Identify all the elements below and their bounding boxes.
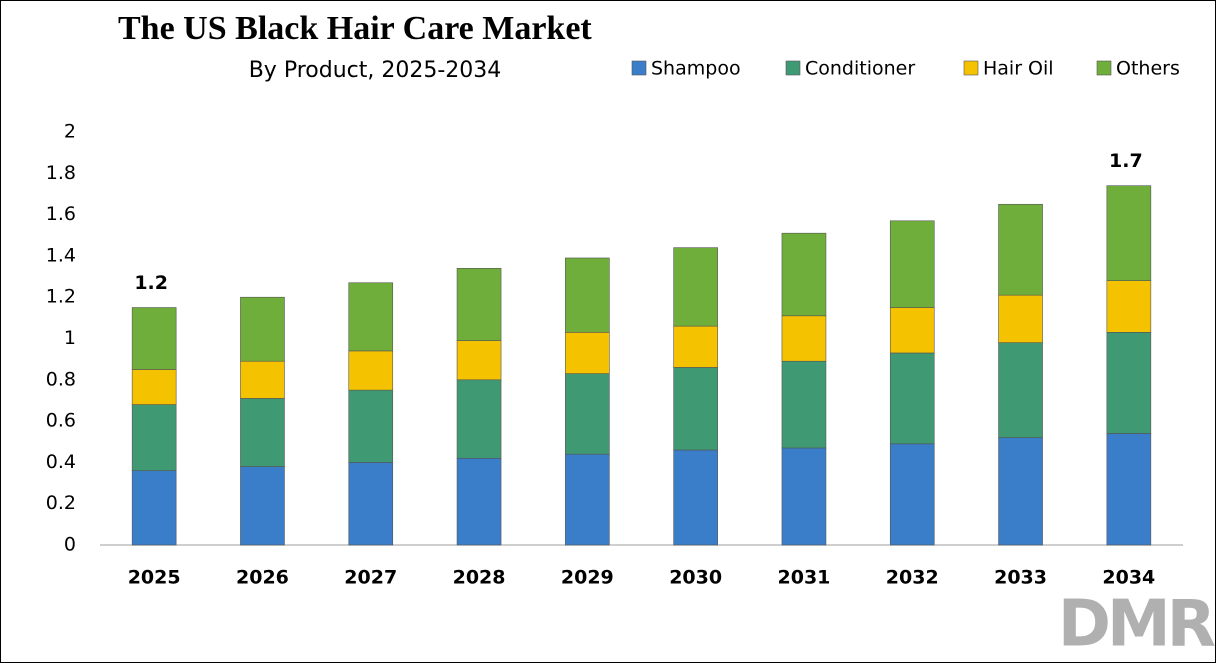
bar-segment [348, 462, 394, 546]
bar-segment [998, 342, 1043, 438]
legend-label: Others [1116, 58, 1180, 80]
legend-label: Shampoo [651, 58, 741, 80]
x-tick-label: 2033 [994, 567, 1047, 589]
x-tick-label: 2026 [236, 567, 289, 589]
chart-title: The US Black Hair Care Market [118, 10, 592, 47]
y-tick-label: 1.4 [46, 244, 76, 266]
legend-label: Conditioner [805, 58, 915, 80]
legend-label: Hair Oil [983, 58, 1054, 80]
total-label: 1.2 [134, 272, 168, 294]
bar-segment [565, 257, 610, 333]
x-tick-label: 2030 [669, 567, 722, 589]
bar-segment [348, 350, 394, 391]
y-tick-label: 0.4 [46, 451, 76, 473]
bar-segment [565, 373, 610, 455]
bar-segment [1106, 433, 1152, 546]
y-tick-label: 1.6 [46, 203, 76, 225]
y-tick-label: 1 [64, 327, 76, 349]
bar-segment [673, 367, 718, 451]
x-tick-label: 2034 [1102, 567, 1155, 589]
bar-segment [348, 282, 394, 352]
bar-segment [889, 307, 935, 354]
legend-swatch [785, 60, 801, 76]
bar-segment [131, 470, 177, 546]
bar-segment [240, 466, 285, 546]
x-tick-label: 2031 [778, 567, 831, 589]
y-tick-label: 0.6 [46, 410, 76, 432]
y-tick-label: 0.2 [46, 492, 76, 514]
bar-segment [1106, 185, 1152, 281]
x-tick-label: 2029 [561, 567, 614, 589]
bar-segment [131, 307, 177, 370]
bar-segment [1106, 332, 1152, 434]
y-tick-label: 0.8 [46, 368, 76, 390]
bar-segment [565, 453, 610, 546]
bar-segment [565, 332, 610, 374]
bar-segment [131, 369, 177, 405]
x-tick-label: 2032 [886, 567, 939, 589]
bar-segment [240, 398, 285, 467]
bar-segment [1106, 280, 1152, 333]
chart-subtitle: By Product, 2025-2034 [249, 58, 502, 83]
total-label: 1.7 [1109, 150, 1143, 172]
x-tick-label: 2025 [128, 567, 181, 589]
bar-segment [781, 232, 827, 317]
bar-segment [998, 203, 1043, 296]
y-tick-label: 1.8 [46, 162, 76, 184]
y-tick-label: 2 [64, 121, 76, 143]
bar-segment [456, 457, 502, 546]
bar-segment [240, 296, 285, 362]
logo: DMR [1058, 588, 1215, 662]
bar-segment [240, 360, 285, 399]
bar-segment [781, 315, 827, 362]
legend-swatch [1096, 60, 1112, 76]
bar-segment [348, 389, 394, 463]
x-tick-label: 2028 [453, 567, 506, 589]
y-tick-label: 0 [64, 534, 76, 556]
bar-segment [889, 220, 935, 308]
bar-segment [456, 379, 502, 459]
bar-segment [781, 447, 827, 546]
bar-segment [456, 340, 502, 381]
bar-segment [889, 352, 935, 445]
bar-segment [673, 325, 718, 368]
bar-segment [131, 404, 177, 471]
bar-segment [673, 449, 718, 546]
y-tick-label: 1.2 [46, 286, 76, 308]
bar-segment [998, 437, 1043, 546]
bar-segment [889, 443, 935, 546]
legend-swatch [631, 60, 647, 76]
bar-segment [781, 360, 827, 449]
x-tick-label: 2027 [344, 567, 397, 589]
bar-segment [998, 294, 1043, 343]
legend-swatch [963, 60, 979, 76]
bar-segment [673, 247, 718, 327]
bar-segment [456, 267, 502, 341]
